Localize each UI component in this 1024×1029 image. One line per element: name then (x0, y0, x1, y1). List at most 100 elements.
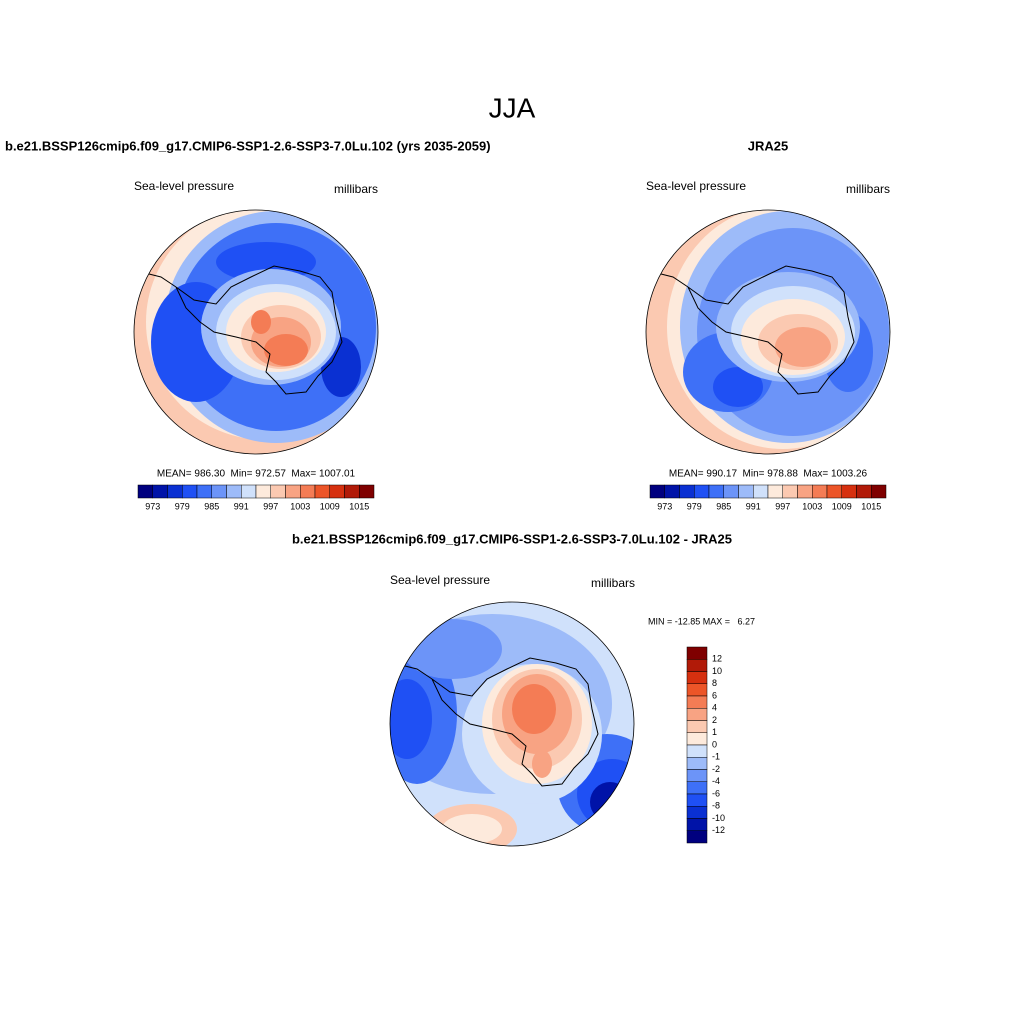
colorbar-box (686, 757, 708, 770)
figure-title: JJA (489, 92, 536, 123)
colorbar-label: 1015 (861, 501, 881, 511)
colorbar-box (182, 484, 198, 499)
colorbar-box (686, 671, 708, 684)
colorbar-box (211, 484, 227, 499)
map-field (713, 367, 763, 407)
colorbar-box (686, 806, 708, 819)
colorbar-box (826, 484, 842, 499)
colorbar-box (782, 484, 798, 499)
colorbar-label: -2 (712, 764, 720, 774)
colorbar-label: 991 (746, 501, 761, 511)
colorbar-box (300, 484, 316, 499)
colorbar-label: 8 (712, 678, 717, 688)
variable-label: Sea-level pressure (390, 573, 490, 587)
colorbar-box (285, 484, 301, 499)
colorbar-box (241, 484, 257, 499)
colorbar-label: 1003 (802, 501, 822, 511)
colorbar-box (686, 659, 708, 672)
colorbar-box (767, 484, 783, 499)
colorbar-box (812, 484, 828, 499)
colorbar-label: -10 (712, 813, 725, 823)
colorbar-label: 6 (712, 690, 717, 700)
colorbar-box (664, 484, 680, 499)
colorbar-label: 973 (657, 501, 672, 511)
colorbar-box (314, 484, 330, 499)
colorbar-box (841, 484, 857, 499)
colorbar-box (686, 769, 708, 782)
colorbar-label: 0 (712, 739, 717, 749)
colorbar-box (686, 793, 708, 807)
colorbar-label: 985 (716, 501, 731, 511)
colorbar-box (686, 683, 708, 697)
map (646, 210, 890, 454)
colorbar-box (686, 732, 708, 746)
colorbar-label: -1 (712, 752, 720, 762)
colorbar-label: 1 (712, 727, 717, 737)
colorbar-box (686, 744, 708, 758)
colorbar-box (255, 484, 271, 499)
panel-title: b.e21.BSSP126cmip6.f09_g17.CMIP6-SSP1-2.… (5, 138, 491, 153)
colorbar-label: 979 (175, 501, 190, 511)
variable-label: Sea-level pressure (134, 179, 234, 193)
colorbar-box (152, 484, 168, 499)
stats-label: MIN = -12.85 MAX = 6.27 (648, 616, 755, 626)
coastline (431, 657, 599, 787)
units-label: millibars (591, 576, 635, 590)
colorbar-box (679, 484, 695, 499)
colorbar-box (686, 830, 708, 844)
stats-label: MEAN= 986.30 Min= 972.57 Max= 1007.01 (157, 469, 356, 480)
colorbar-label: 973 (145, 501, 160, 511)
colorbar-label: -8 (712, 801, 720, 811)
map-field (264, 334, 308, 366)
colorbar-box (708, 484, 724, 499)
units-label: millibars (334, 182, 378, 196)
colorbar-box (694, 484, 710, 499)
colorbar-box (686, 708, 708, 721)
map-field (532, 750, 552, 778)
stats-label: MEAN= 990.17 Min= 978.88 Max= 1003.26 (669, 469, 868, 480)
units-label: millibars (846, 182, 890, 196)
coastline (175, 265, 343, 395)
map-field (775, 327, 831, 367)
panel-title: b.e21.BSSP126cmip6.f09_g17.CMIP6-SSP1-2.… (292, 531, 732, 546)
colorbar-box (196, 484, 212, 499)
colorbar-label: 979 (687, 501, 702, 511)
map-border (133, 209, 379, 455)
colorbar-box (344, 484, 360, 499)
colorbar-label: 1009 (832, 501, 852, 511)
colorbar-box (137, 484, 153, 499)
colorbar-box (226, 484, 242, 499)
colorbar-box (270, 484, 286, 499)
map-field (251, 310, 271, 334)
colorbar-label: 1003 (290, 501, 310, 511)
colorbar-label: 1009 (320, 501, 340, 511)
map (134, 210, 378, 454)
colorbar-label: 997 (263, 501, 278, 511)
colorbar-box (753, 484, 769, 499)
map-border (645, 209, 891, 455)
map-field (512, 684, 556, 734)
coastline (687, 265, 855, 395)
colorbar-box (167, 484, 183, 499)
colorbar-box (871, 484, 887, 499)
map-border (389, 601, 635, 847)
colorbar-box (649, 484, 665, 499)
colorbar-box (686, 695, 708, 709)
variable-label: Sea-level pressure (646, 179, 746, 193)
map-field (590, 782, 630, 822)
colorbar-label: -4 (712, 776, 720, 786)
map-field (402, 619, 502, 679)
colorbar-box (797, 484, 813, 499)
colorbar-label: 997 (775, 501, 790, 511)
colorbar-label: 12 (712, 654, 722, 664)
colorbar-box (738, 484, 754, 499)
map (390, 602, 634, 846)
colorbar-label: -6 (712, 788, 720, 798)
colorbar-label: 1015 (349, 501, 369, 511)
colorbar-label: 985 (204, 501, 219, 511)
colorbar-label: 4 (712, 703, 717, 713)
colorbar-label: 2 (712, 715, 717, 725)
panel-title: JRA25 (748, 138, 788, 153)
colorbar-box (723, 484, 739, 499)
